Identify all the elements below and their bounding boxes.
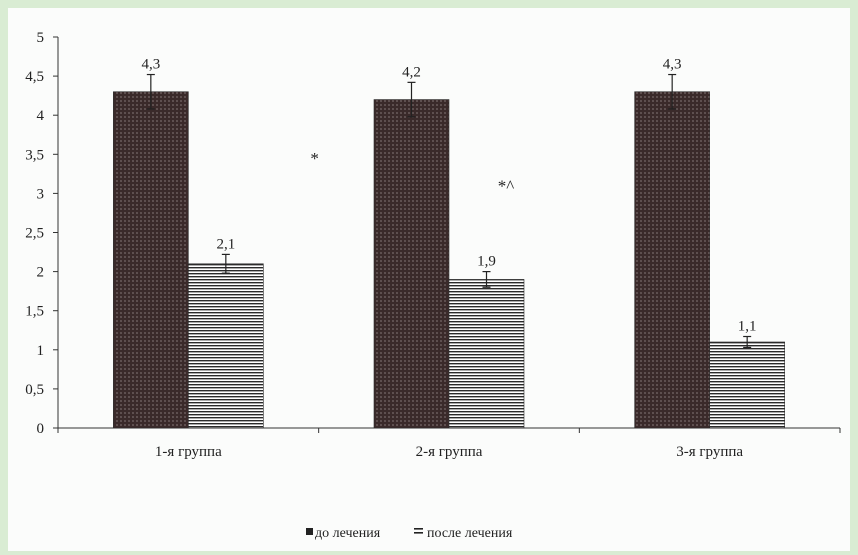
legend: до лечения после лечения	[306, 526, 513, 541]
y-tick-label: 4	[37, 108, 45, 124]
legend-swatch-before	[306, 528, 313, 535]
y-tick-label: 4,5	[25, 69, 44, 85]
bar-before	[113, 91, 189, 429]
bar-after	[188, 263, 264, 429]
category-label: 3-я группа	[676, 444, 743, 460]
legend-label-after: после лечения	[427, 526, 513, 541]
bars	[113, 73, 785, 429]
y-tick-label: 0,5	[25, 382, 44, 398]
category-labels: 1-я группа 2-я группа 3-я группа	[155, 444, 743, 460]
bar-before	[373, 99, 450, 429]
category-label: 2-я группа	[416, 444, 483, 460]
category-label: 1-я группа	[155, 444, 222, 460]
bar-before	[634, 91, 710, 429]
data-label: 4,3	[141, 57, 160, 73]
annotation-asterisk-caret: *^	[498, 177, 515, 196]
annotation-asterisk: *	[310, 149, 319, 168]
data-label: 4,2	[402, 64, 421, 80]
data-label: 2,1	[216, 236, 235, 252]
y-tick-labels: 0 0,5 1 1,5 2 2,5 3 3,5 4 4,5 5	[25, 30, 44, 437]
legend-label-before: до лечения	[315, 526, 381, 541]
y-tick-label: 2,5	[25, 226, 44, 242]
y-tick-label: 3	[37, 186, 45, 202]
legend-swatch-after-line	[414, 532, 423, 534]
y-tick-label: 3,5	[25, 147, 44, 163]
y-tick-label: 2	[37, 265, 45, 281]
legend-swatch-after	[414, 528, 423, 530]
data-labels: 4,3 2,1 4,2 1,9 4,3 1,1	[141, 57, 756, 335]
data-label: 4,3	[663, 57, 682, 73]
data-label: 1,1	[738, 319, 757, 335]
y-tick-label: 1	[37, 343, 45, 359]
bar-after	[709, 341, 785, 429]
data-label: 1,9	[477, 254, 496, 270]
bar-after	[448, 279, 525, 429]
y-tick-label: 0	[37, 421, 45, 437]
y-tick-label: 1,5	[25, 304, 44, 320]
y-tick-label: 5	[37, 30, 45, 46]
